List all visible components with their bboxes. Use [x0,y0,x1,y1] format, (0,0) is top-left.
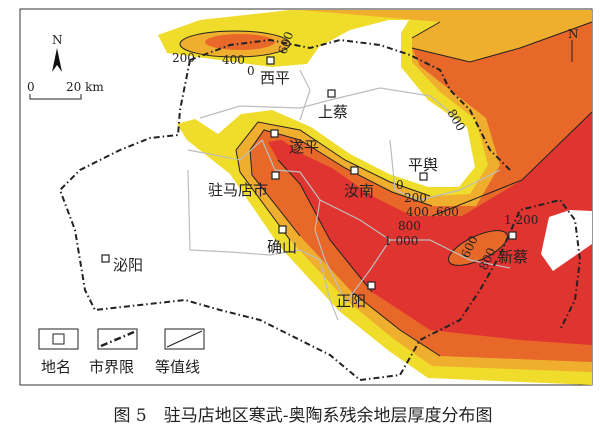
north-arrow: N [52,33,63,72]
scale-bar: 0 20 km [27,80,104,100]
figure-caption: 图 5 驻马店地区寒武-奥陶系残余地层厚度分布图 [114,406,493,426]
contour-label: 0 [247,64,255,78]
scale-end: 20 km [66,80,104,94]
place-queshan: 确山 [267,238,297,256]
contour-lines [179,21,593,357]
legend-boundary: 市界限 [89,328,138,376]
place-runan: 汝南 [344,182,374,200]
north-arrow-right: N [568,27,579,62]
contour-label: 600 [436,205,459,219]
place-xincai: 新蔡 [498,248,528,266]
legend-place: 地名 [38,328,79,376]
place-labels: 西平 上蔡 遂平 驻马店市 汝南 平舆 确山 泌阳 正阳 新蔡 [113,69,528,310]
contour-label: 0 [396,178,404,192]
north-label: N [52,33,63,47]
contour-label: 400 [406,205,429,219]
contour-label: 1 200 [504,213,538,227]
contour-label: 800 [398,219,421,233]
place-markers [101,56,517,290]
place-biyang: 泌阳 [113,256,143,274]
zone-east-gap [541,210,592,271]
zone-xiping-core [205,34,275,50]
place-xiping: 西平 [260,69,290,87]
contour-label: 200 [404,191,427,205]
city-boundaries [187,69,511,321]
contour-label: 400 [222,53,245,67]
municipal-boundary [58,38,582,382]
contour-label: 200 [172,51,195,65]
legend-contour-label: 等值线 [155,358,200,376]
zone-800-1200 [268,112,592,345]
legend-place-label: 地名 [41,358,71,376]
legend: 地名 市界限 等值线 [38,328,205,376]
scale-start: 0 [27,80,35,94]
place-shangcai: 上蔡 [318,103,348,121]
place-suiping: 遂平 [289,138,319,156]
place-zhumadian: 驻马店市 [208,181,268,199]
contour-label: 1 000 [384,234,418,248]
thickness-zones [158,10,592,385]
legend-contour: 等值线 [155,328,205,376]
place-pingyu: 平舆 [408,156,438,174]
place-zhengyang: 正阳 [336,292,366,310]
north-arrow-icon [52,48,62,72]
legend-boundary-label: 市界限 [89,358,134,376]
north-label-right: N [568,27,579,41]
